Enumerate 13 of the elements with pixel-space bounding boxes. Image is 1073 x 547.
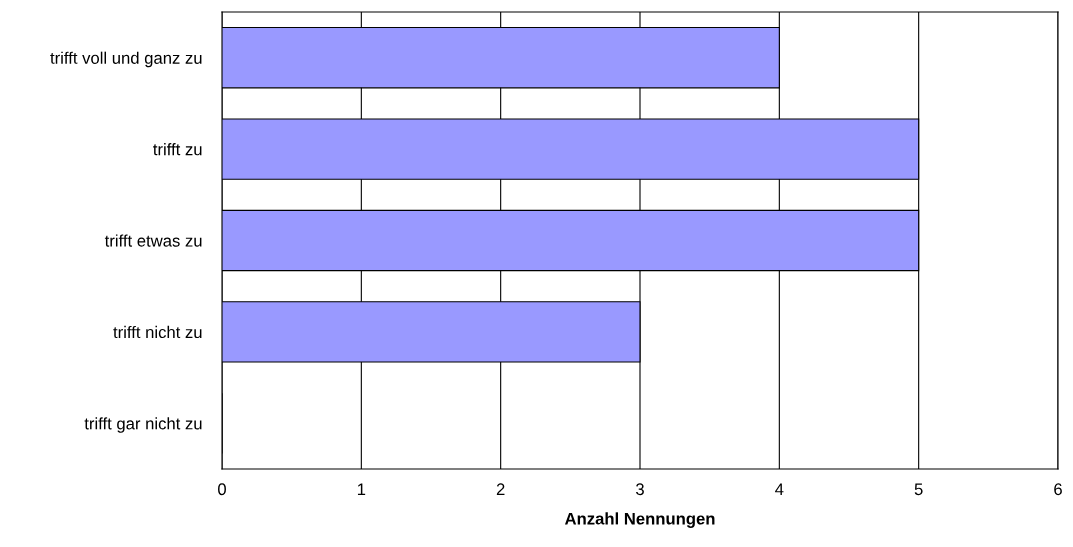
x-tick-label: 0 [218,483,226,496]
y-tick-label: trifft zu [153,143,202,156]
x-tick-label: 3 [636,483,644,496]
x-axis-title: Anzahl Nennungen [564,512,715,528]
x-tick-label: 1 [357,483,366,495]
x-tick-label: 2 [496,483,505,495]
y-tick-label: trifft voll und ganz zu [50,51,202,68]
x-tick-label: 5 [914,483,923,496]
x-tick-label: 6 [1054,483,1062,496]
y-tick-label: trifft gar nicht zu [84,417,202,433]
y-tick-label: trifft nicht zu [113,325,202,339]
y-tick-label: trifft etwas zu [104,234,202,247]
x-tick-label: 4 [775,483,784,495]
